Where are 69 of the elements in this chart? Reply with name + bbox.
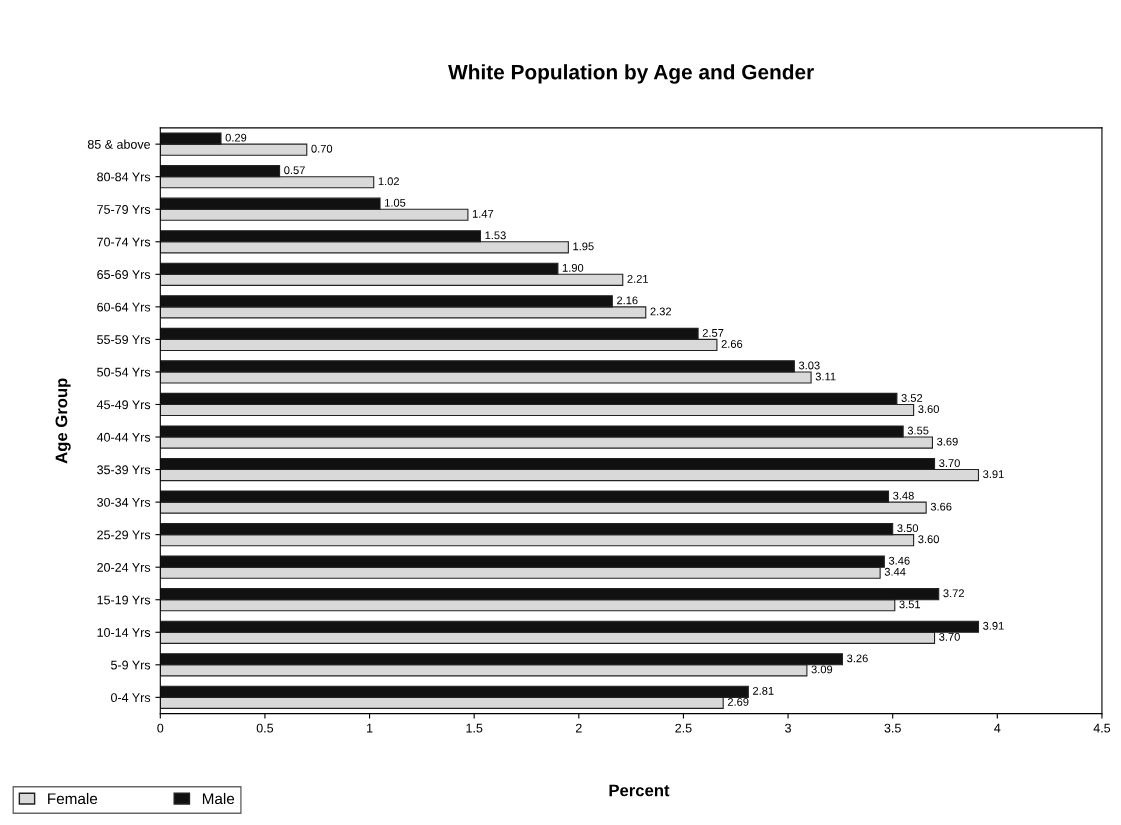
data-label: 2.81 xyxy=(753,686,774,695)
data-label: 3.03 xyxy=(798,361,820,370)
x-tick-label: 2 xyxy=(575,723,582,733)
data-label: 1.47 xyxy=(472,209,494,218)
data-label: 3.52 xyxy=(901,394,923,402)
y-tick-label: 5-9 Yrs xyxy=(111,660,151,670)
y-tick-label: 20-24 Yrs xyxy=(97,562,151,572)
data-label: 1.05 xyxy=(385,198,406,207)
data-label: 3.51 xyxy=(899,600,921,609)
chart-title: White Population by Age and Gender xyxy=(448,64,814,84)
data-label: 2.16 xyxy=(617,296,638,305)
y-tick-label: 60-64 Yrs xyxy=(97,302,151,312)
data-label: 0.70 xyxy=(311,144,333,153)
data-label: 1.90 xyxy=(562,263,584,272)
y-tick-label: 30-34 Yrs xyxy=(97,497,151,507)
data-label: 3.66 xyxy=(930,502,952,511)
y-tick-label: 25-29 Yrs xyxy=(97,530,151,540)
x-tick-label: 2.5 xyxy=(675,723,692,733)
data-label: 3.70 xyxy=(939,459,960,468)
data-label: 2.32 xyxy=(650,307,671,316)
y-tick-label: 75-79 Yrs xyxy=(97,205,151,214)
data-label: 1.53 xyxy=(485,231,506,240)
x-tick-label: 4.5 xyxy=(1093,723,1111,733)
data-label: 2.57 xyxy=(702,328,724,337)
data-label: 2.21 xyxy=(627,274,648,283)
data-label: 3.48 xyxy=(893,491,914,500)
y-tick-label: 15-19 Yrs xyxy=(97,595,151,605)
data-label: 3.91 xyxy=(983,470,1004,479)
legend-label: Female xyxy=(48,792,98,805)
y-tick-label: 85 & above xyxy=(87,139,151,149)
data-label: 0.57 xyxy=(284,166,305,175)
data-label: 3.09 xyxy=(811,665,833,674)
data-label: 3.60 xyxy=(918,535,939,544)
data-label: 3.11 xyxy=(815,372,836,381)
y-tick-label: 50-54 Yrs xyxy=(97,367,151,377)
x-tick-label: 1.5 xyxy=(466,723,483,733)
y-tick-label: 55-59 Yrs xyxy=(97,335,151,345)
x-tick-label: 0 xyxy=(157,723,164,733)
data-label: 2.66 xyxy=(721,340,743,348)
data-label: 1.95 xyxy=(573,242,594,251)
x-tick-label: 3 xyxy=(785,723,791,733)
data-label: 3.72 xyxy=(943,589,964,598)
x-tick-label: 3.5 xyxy=(884,723,901,733)
legend-label: Male xyxy=(202,792,235,805)
data-label: 3.50 xyxy=(897,524,919,533)
data-label: 3.46 xyxy=(888,556,910,565)
y-tick-label: 45-49 Yrs xyxy=(96,400,151,410)
data-label: 3.26 xyxy=(847,654,868,663)
data-label: 2.69 xyxy=(727,698,749,706)
data-label: 3.55 xyxy=(907,426,929,435)
x-tick-label: 4 xyxy=(994,723,1001,733)
y-tick-label: 70-74 Yrs xyxy=(97,237,151,247)
x-tick-label: 1 xyxy=(367,723,373,733)
y-tick-label: 35-39 Yrs xyxy=(97,465,151,475)
y-tick-label: 0-4 Yrs xyxy=(111,693,151,703)
data-label: 0.29 xyxy=(225,133,247,142)
data-label: 3.70 xyxy=(939,632,960,641)
data-label: 3.91 xyxy=(983,621,1004,630)
data-label: 1.02 xyxy=(378,177,399,186)
y-tick-label: 40-44 Yrs xyxy=(96,432,151,442)
y-tick-label: 80-84 Yrs xyxy=(97,172,151,182)
y-tick-label: 10-14 Yrs xyxy=(97,628,151,637)
y-tick-label: 65-69 Yrs xyxy=(97,270,151,279)
y-axis-title: Age Group xyxy=(55,378,71,464)
data-label: 3.69 xyxy=(937,437,958,446)
data-label: 3.44 xyxy=(884,567,906,576)
data-label: 3.60 xyxy=(918,405,939,413)
x-axis-title: Percent xyxy=(609,784,670,797)
x-tick-label: 0.5 xyxy=(256,723,274,733)
